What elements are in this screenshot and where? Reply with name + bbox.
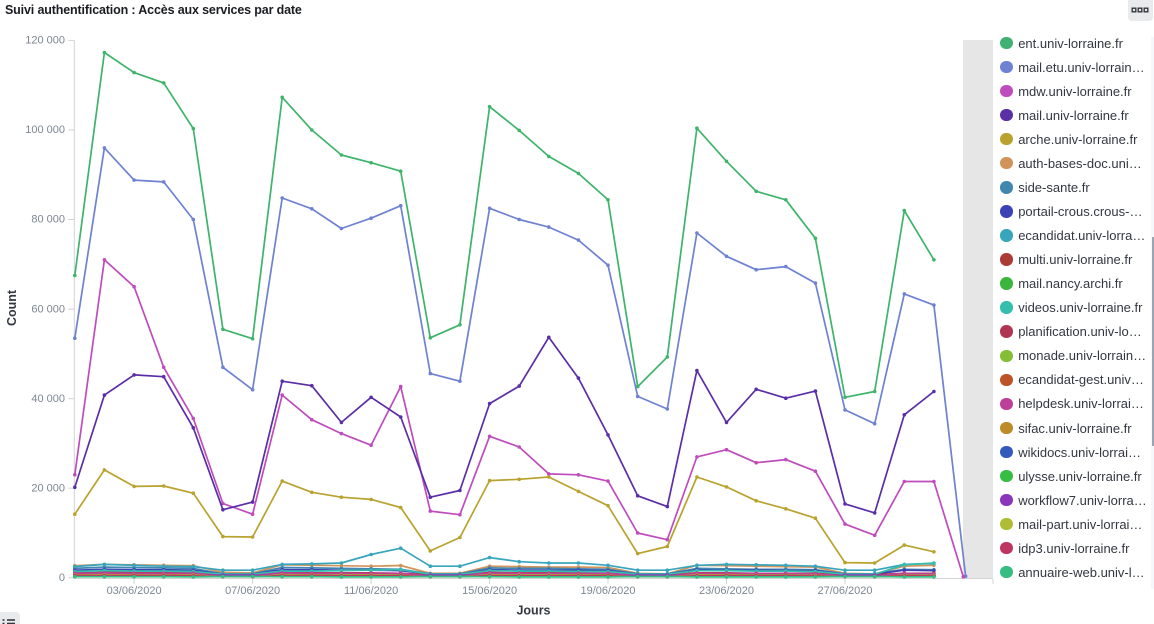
svg-text:19/06/2020: 19/06/2020: [580, 585, 635, 597]
svg-text:Jours: Jours: [516, 604, 550, 618]
svg-text:15/06/2020: 15/06/2020: [462, 585, 517, 597]
svg-text:60 000: 60 000: [31, 303, 65, 315]
svg-text:Count: Count: [5, 289, 19, 326]
svg-text:80 000: 80 000: [31, 214, 65, 226]
svg-text:23/06/2020: 23/06/2020: [699, 585, 754, 597]
svg-text:100 000: 100 000: [25, 124, 65, 136]
svg-text:0: 0: [59, 572, 65, 584]
svg-text:40 000: 40 000: [31, 393, 65, 405]
svg-text:20 000: 20 000: [31, 482, 65, 494]
svg-text:03/06/2020: 03/06/2020: [107, 585, 162, 597]
svg-text:07/06/2020: 07/06/2020: [225, 585, 280, 597]
svg-text:27/06/2020: 27/06/2020: [817, 585, 872, 597]
svg-text:11/06/2020: 11/06/2020: [344, 585, 398, 597]
svg-text:120 000: 120 000: [25, 35, 65, 47]
